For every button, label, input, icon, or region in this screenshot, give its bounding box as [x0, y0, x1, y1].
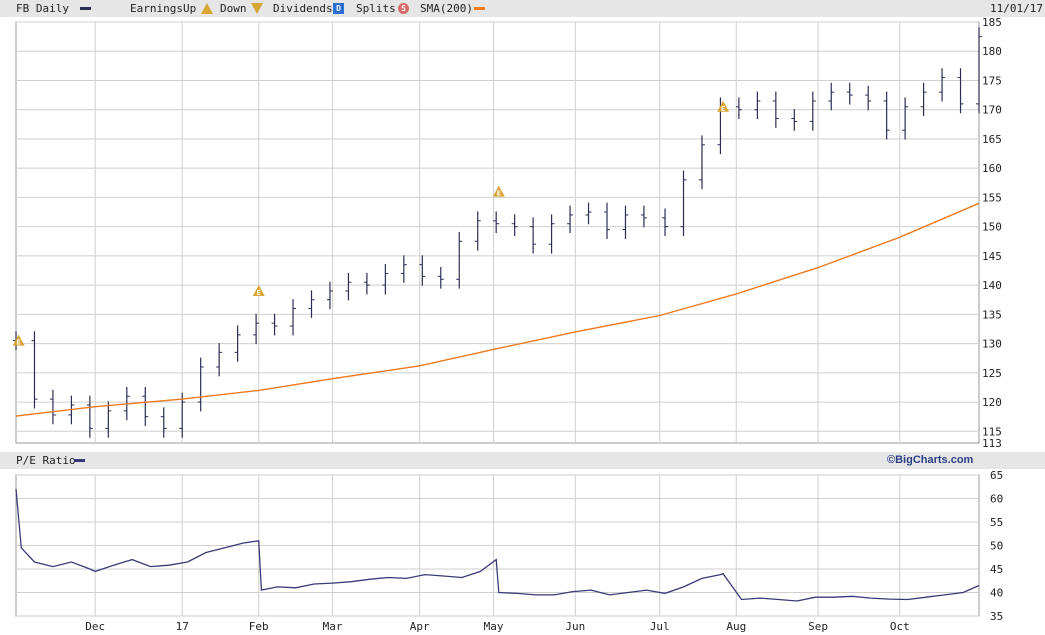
x-tick: Jun — [565, 620, 585, 633]
x-tick: Dec — [85, 620, 105, 633]
earnings-up-label: Up — [183, 2, 197, 15]
price-bars — [13, 27, 982, 438]
price-y-tick: 155 — [982, 191, 1002, 204]
pe-y-tick: 60 — [990, 493, 1003, 506]
x-tick: Sep — [808, 620, 828, 633]
x-tick: Oct — [890, 620, 910, 633]
earnings-down-label: Down — [220, 2, 247, 15]
price-y-tick: 185 — [982, 16, 1002, 29]
price-legend-bar: FB Daily Earnings Up Down Dividends D Sp… — [0, 0, 1045, 17]
pe-line — [15, 489, 980, 602]
price-y-tick: 130 — [982, 338, 1002, 351]
price-y-tick: 170 — [982, 104, 1002, 117]
x-tick: Mar — [323, 620, 343, 633]
pe-y-tick: 55 — [990, 516, 1003, 529]
sma-label: SMA(200) — [420, 2, 473, 15]
x-tick: Apr — [410, 620, 430, 633]
price-y-tick: 113 — [982, 437, 1002, 450]
price-y-tick: 120 — [982, 396, 1002, 409]
earnings-marker-label: E — [721, 105, 725, 113]
symbol-label: FB Daily — [16, 2, 69, 15]
price-y-tick: 165 — [982, 133, 1002, 146]
price-plot-frame — [15, 21, 980, 444]
pe-legend-bar: P/E Ratio ©BigCharts.com — [0, 452, 1045, 469]
sma-swatch — [474, 7, 485, 10]
chart-date: 11/01/17 — [990, 2, 1043, 15]
earnings-markers: E E E E — [12, 100, 730, 347]
x-tick-labels: Dec 17 Feb Mar Apr May Jun Jul Aug Sep Oct — [85, 620, 910, 633]
x-tick: Feb — [249, 620, 269, 633]
earnings-down-icon — [251, 3, 263, 14]
earnings-marker-label: E — [17, 339, 21, 347]
splits-label: Splits — [356, 2, 396, 15]
pe-swatch — [74, 459, 85, 462]
price-swatch — [80, 7, 91, 10]
price-y-tick: 175 — [982, 74, 1002, 87]
pe-y-tick: 35 — [990, 610, 1003, 623]
x-tick: May — [484, 620, 504, 633]
price-y-tick: 140 — [982, 279, 1002, 292]
pe-y-tick: 45 — [990, 563, 1003, 576]
earnings-label: Earnings — [130, 2, 183, 15]
pe-y-tick: 65 — [990, 469, 1003, 482]
pe-grid — [15, 474, 980, 617]
splits-badge: S — [398, 3, 409, 14]
pe-y-tick: 40 — [990, 587, 1003, 600]
price-y-tick: 150 — [982, 221, 1002, 234]
x-tick: Aug — [726, 620, 746, 633]
earnings-marker-icon — [12, 334, 25, 346]
sma-line — [15, 202, 980, 417]
price-y-tick: 160 — [982, 162, 1002, 175]
dividends-badge: D — [333, 3, 344, 14]
x-tick: Jul — [650, 620, 670, 633]
price-y-tick: 145 — [982, 250, 1002, 263]
pe-label: P/E Ratio — [16, 454, 76, 467]
earnings-up-icon — [201, 3, 213, 14]
price-y-tick: 115 — [982, 425, 1002, 438]
dividends-label: Dividends — [273, 2, 333, 15]
x-tick: 17 — [176, 620, 189, 633]
earnings-marker-icon — [252, 284, 265, 296]
earnings-marker-label: E — [497, 190, 501, 198]
price-y-tick: 125 — [982, 367, 1002, 380]
pe-y-tick: 50 — [990, 540, 1003, 553]
pe-y-tick-labels: 35 40 45 50 55 60 65 — [990, 469, 1003, 623]
earnings-marker-icon — [717, 100, 730, 112]
price-y-tick: 180 — [982, 45, 1002, 58]
earnings-marker-icon — [492, 185, 505, 197]
price-grid — [15, 21, 980, 444]
source-credit: ©BigCharts.com — [887, 454, 974, 466]
earnings-marker-label: E — [257, 289, 261, 297]
price-y-tick: 135 — [982, 308, 1002, 321]
